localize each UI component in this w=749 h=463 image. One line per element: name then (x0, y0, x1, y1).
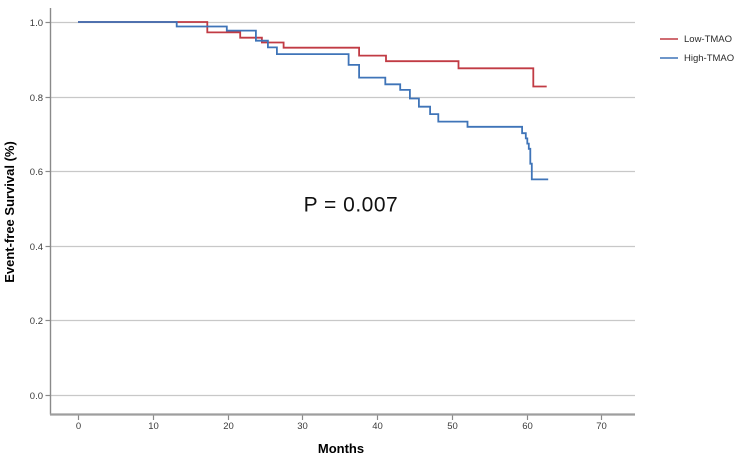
y-tick-label: 0.6 (30, 167, 43, 178)
p-value-annotation: P = 0.007 (304, 194, 399, 217)
legend-label-low-tmao: Low-TMAO (684, 34, 732, 45)
legend: Low-TMAO High-TMAO (660, 34, 734, 64)
y-axis-title: Event-free Survival (%) (2, 141, 17, 283)
y-tick-label: 0.4 (30, 242, 43, 253)
y-tick-label: 1.0 (30, 18, 43, 29)
legend-label-high-tmao: High-TMAO (684, 53, 734, 64)
x-tick-label: 10 (148, 421, 159, 432)
y-tick-label: 0.0 (30, 391, 43, 402)
x-tick-label: 20 (223, 421, 234, 432)
survival-curves (78, 21, 549, 181)
x-tick-label: 40 (372, 421, 383, 432)
y-tick-label: 0.8 (30, 93, 43, 104)
x-axis-title: Months (318, 441, 364, 456)
x-tick-label: 70 (596, 421, 607, 432)
x-tick-label: 50 (447, 421, 458, 432)
x-tick-label: 60 (522, 421, 533, 432)
curve-low-tmao (78, 21, 547, 88)
curve-high-tmao (78, 21, 549, 181)
x-tick-label: 0 (76, 421, 81, 432)
y-tick-label: 0.2 (30, 316, 43, 327)
x-tick-label: 30 (297, 421, 308, 432)
axes: 0.0 0.2 0.4 0.6 0.8 1.0 0 10 20 30 40 50 60 70 (30, 8, 635, 432)
